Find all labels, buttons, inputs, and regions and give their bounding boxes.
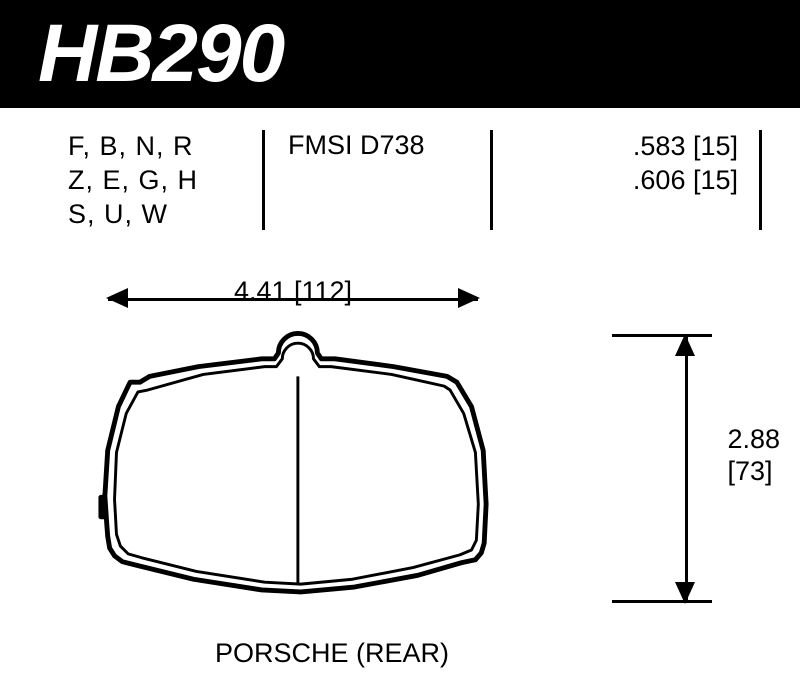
height-mm: [73]	[727, 455, 780, 487]
arrow-up-icon	[675, 334, 695, 356]
codes-line: F, B, N, R	[68, 130, 198, 164]
height-label: 2.88 [73]	[727, 423, 780, 488]
brake-pad-outline	[96, 330, 491, 610]
divider	[759, 130, 762, 230]
width-dimension: 4.41 [112]	[108, 278, 478, 318]
pad-outer-path	[101, 333, 486, 591]
dim-line	[685, 336, 688, 602]
arrow-left-icon	[106, 288, 128, 308]
caption: PORSCHE (REAR)	[215, 638, 449, 669]
arrow-right-icon	[458, 288, 480, 308]
codes-line: S, U, W	[68, 198, 198, 232]
width-label: 4.41 [112]	[234, 276, 352, 307]
diagram-area: 4.41 [112] 2.88 [73] PORSCHE (REAR)	[0, 248, 800, 678]
thickness-line: .606 [15]	[633, 164, 738, 198]
pad-inner-path	[115, 343, 479, 584]
thickness-values: .583 [15] .606 [15]	[633, 130, 738, 198]
content-area: F, B, N, R Z, E, G, H S, U, W FMSI D738 …	[0, 108, 800, 691]
compound-codes: F, B, N, R Z, E, G, H S, U, W	[68, 130, 198, 231]
info-row: F, B, N, R Z, E, G, H S, U, W FMSI D738 …	[0, 130, 800, 240]
arrow-down-icon	[675, 582, 695, 604]
divider	[490, 130, 493, 230]
part-number: HB290	[38, 7, 283, 101]
fmsi-code: FMSI D738	[288, 130, 425, 161]
header-bar: HB290	[0, 0, 800, 108]
thickness-line: .583 [15]	[633, 130, 738, 164]
dim-line	[108, 298, 478, 301]
codes-line: Z, E, G, H	[68, 164, 198, 198]
height-in: 2.88	[727, 423, 780, 455]
height-dimension	[665, 336, 705, 602]
divider	[262, 130, 265, 230]
